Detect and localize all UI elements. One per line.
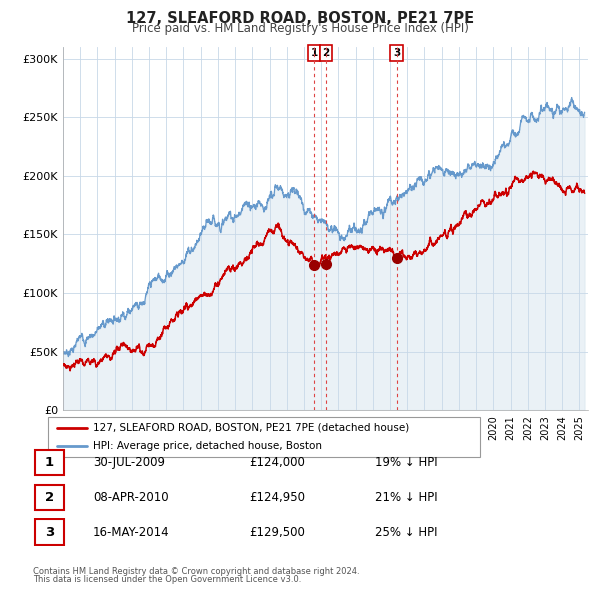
- Text: 25% ↓ HPI: 25% ↓ HPI: [375, 526, 437, 539]
- Text: 08-APR-2010: 08-APR-2010: [93, 491, 169, 504]
- Text: 30-JUL-2009: 30-JUL-2009: [93, 456, 165, 469]
- Text: HPI: Average price, detached house, Boston: HPI: Average price, detached house, Bost…: [94, 441, 322, 451]
- Text: £124,000: £124,000: [249, 456, 305, 469]
- Text: 1: 1: [310, 48, 317, 58]
- Text: £124,950: £124,950: [249, 491, 305, 504]
- Text: 2: 2: [322, 48, 329, 58]
- Text: Price paid vs. HM Land Registry's House Price Index (HPI): Price paid vs. HM Land Registry's House …: [131, 22, 469, 35]
- Text: 3: 3: [45, 526, 54, 539]
- FancyBboxPatch shape: [35, 450, 64, 476]
- FancyBboxPatch shape: [35, 519, 64, 545]
- Text: 21% ↓ HPI: 21% ↓ HPI: [375, 491, 437, 504]
- FancyBboxPatch shape: [48, 417, 480, 457]
- Text: 127, SLEAFORD ROAD, BOSTON, PE21 7PE: 127, SLEAFORD ROAD, BOSTON, PE21 7PE: [126, 11, 474, 25]
- Text: 19% ↓ HPI: 19% ↓ HPI: [375, 456, 437, 469]
- Text: This data is licensed under the Open Government Licence v3.0.: This data is licensed under the Open Gov…: [33, 575, 301, 584]
- Text: 1: 1: [45, 456, 54, 469]
- Text: 2: 2: [45, 491, 54, 504]
- Text: £129,500: £129,500: [249, 526, 305, 539]
- Text: 3: 3: [393, 48, 400, 58]
- Text: 127, SLEAFORD ROAD, BOSTON, PE21 7PE (detached house): 127, SLEAFORD ROAD, BOSTON, PE21 7PE (de…: [94, 423, 410, 433]
- Text: Contains HM Land Registry data © Crown copyright and database right 2024.: Contains HM Land Registry data © Crown c…: [33, 567, 359, 576]
- FancyBboxPatch shape: [35, 484, 64, 510]
- Text: 16-MAY-2014: 16-MAY-2014: [93, 526, 170, 539]
